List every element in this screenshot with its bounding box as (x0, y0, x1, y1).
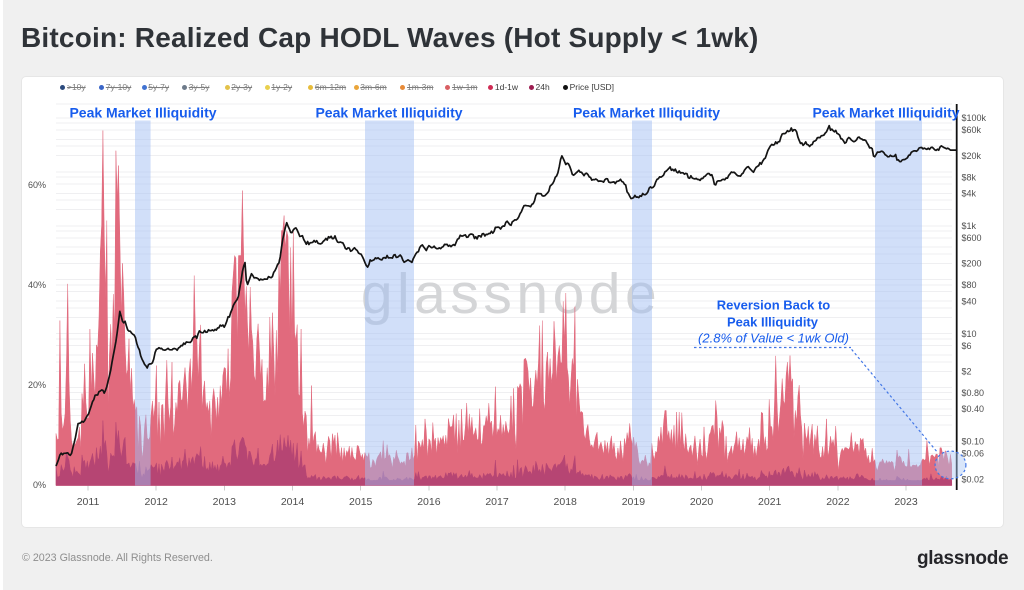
svg-text:2011: 2011 (77, 496, 100, 508)
svg-text:$600: $600 (962, 233, 982, 243)
svg-text:$60k: $60k (962, 125, 982, 135)
svg-text:Peak Market Illiquidity: Peak Market Illiquidity (812, 105, 959, 121)
svg-text:$0.40: $0.40 (962, 404, 985, 414)
svg-text:2015: 2015 (349, 496, 373, 508)
svg-text:2017: 2017 (485, 496, 509, 508)
svg-text:$0.10: $0.10 (962, 437, 985, 447)
svg-text:Peak Market Illiquidity: Peak Market Illiquidity (315, 105, 462, 121)
svg-text:$40: $40 (962, 296, 977, 306)
svg-text:$8k: $8k (962, 172, 977, 182)
svg-text:2020: 2020 (690, 496, 714, 508)
svg-text:$2: $2 (962, 367, 972, 377)
svg-text:2019: 2019 (622, 496, 646, 508)
svg-text:60%: 60% (28, 180, 46, 190)
svg-text:$6: $6 (962, 341, 972, 351)
svg-text:40%: 40% (28, 280, 46, 290)
svg-text:Reversion Back to: Reversion Back to (717, 298, 830, 313)
svg-text:2021: 2021 (758, 496, 782, 508)
svg-text:2014: 2014 (281, 496, 305, 508)
svg-text:$1k: $1k (962, 221, 977, 231)
svg-text:glassnode: glassnode (361, 262, 661, 326)
svg-text:$200: $200 (962, 259, 982, 269)
svg-text:Peak Market Illiquidity: Peak Market Illiquidity (573, 105, 720, 121)
svg-text:2012: 2012 (145, 496, 169, 508)
svg-text:$10: $10 (962, 329, 977, 339)
svg-text:$20k: $20k (962, 151, 982, 161)
svg-text:2022: 2022 (826, 496, 850, 508)
svg-text:Peak Market Illiquidity: Peak Market Illiquidity (69, 105, 216, 121)
svg-text:0%: 0% (33, 480, 46, 490)
svg-text:$0.02: $0.02 (962, 474, 985, 484)
svg-text:$0.80: $0.80 (962, 388, 985, 398)
svg-text:$4k: $4k (962, 189, 977, 199)
svg-text:2023: 2023 (894, 496, 918, 508)
svg-text:Peak Illiquidity: Peak Illiquidity (727, 315, 819, 330)
svg-text:$80: $80 (962, 280, 977, 290)
svg-text:2013: 2013 (213, 496, 237, 508)
svg-text:(2.8% of Value < 1wk Old): (2.8% of Value < 1wk Old) (698, 331, 849, 346)
svg-text:20%: 20% (28, 380, 46, 390)
svg-text:2018: 2018 (554, 496, 578, 508)
svg-text:2016: 2016 (417, 496, 441, 508)
svg-text:$0.06: $0.06 (962, 449, 985, 459)
svg-text:$100k: $100k (962, 113, 987, 123)
